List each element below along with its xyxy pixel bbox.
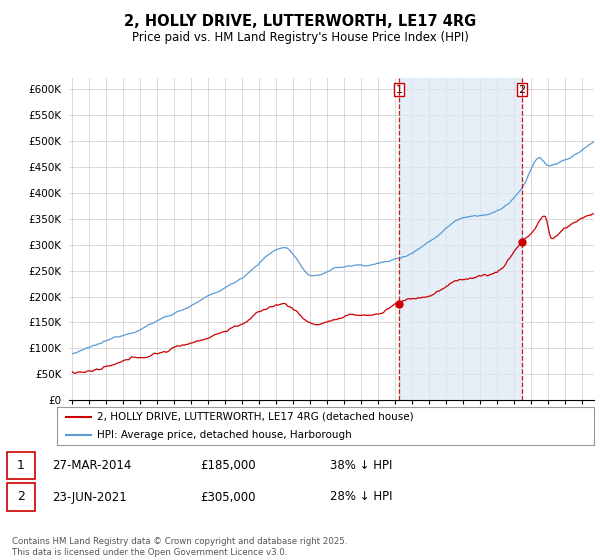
Bar — [399, 78, 522, 400]
Text: 1: 1 — [17, 459, 25, 472]
Text: HPI: Average price, detached house, Harborough: HPI: Average price, detached house, Harb… — [97, 430, 352, 440]
FancyBboxPatch shape — [7, 483, 35, 511]
Text: 2: 2 — [518, 85, 526, 95]
Text: Price paid vs. HM Land Registry's House Price Index (HPI): Price paid vs. HM Land Registry's House … — [131, 31, 469, 44]
Text: £305,000: £305,000 — [200, 491, 256, 503]
Text: 23-JUN-2021: 23-JUN-2021 — [52, 491, 127, 503]
Text: 28% ↓ HPI: 28% ↓ HPI — [330, 491, 392, 503]
Text: 27-MAR-2014: 27-MAR-2014 — [52, 459, 131, 472]
Text: Contains HM Land Registry data © Crown copyright and database right 2025.
This d: Contains HM Land Registry data © Crown c… — [12, 537, 347, 557]
Text: 2, HOLLY DRIVE, LUTTERWORTH, LE17 4RG (detached house): 2, HOLLY DRIVE, LUTTERWORTH, LE17 4RG (d… — [97, 412, 414, 422]
Text: £185,000: £185,000 — [200, 459, 256, 472]
Text: 1: 1 — [395, 85, 403, 95]
Text: 2: 2 — [17, 491, 25, 503]
Text: 2, HOLLY DRIVE, LUTTERWORTH, LE17 4RG: 2, HOLLY DRIVE, LUTTERWORTH, LE17 4RG — [124, 14, 476, 29]
FancyBboxPatch shape — [7, 451, 35, 479]
Text: 38% ↓ HPI: 38% ↓ HPI — [330, 459, 392, 472]
